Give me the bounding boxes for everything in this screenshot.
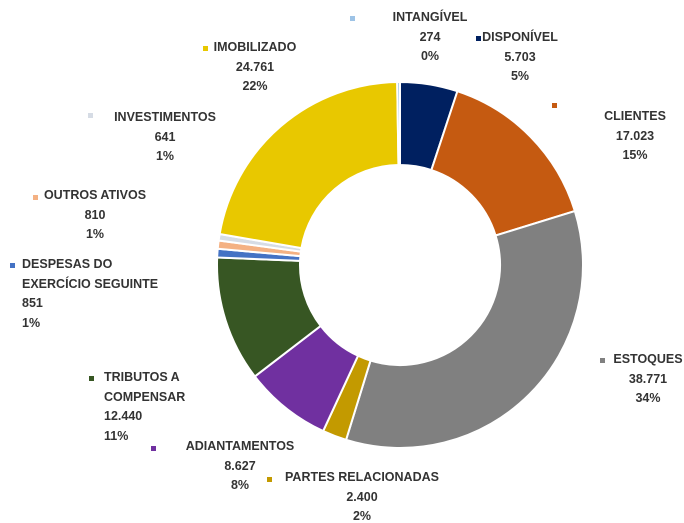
data-label: PARTES RELACIONADAS 2.400 2%	[282, 468, 442, 523]
slice	[430, 89, 577, 237]
data-label: ESTOQUES 38.771 34%	[598, 350, 684, 409]
label-name: PARTES RELACIONADAS	[285, 470, 439, 484]
legend-marker	[88, 113, 93, 118]
label-name: TRIBUTOS A COMPENSAR	[104, 370, 186, 404]
slice	[218, 81, 400, 250]
label-name: OUTROS ATIVOS	[43, 188, 147, 202]
legend-marker	[600, 358, 605, 363]
legend-marker	[33, 195, 38, 200]
data-label: ADIANTAMENTOS 8.627 8%	[170, 437, 310, 496]
data-label: TRIBUTOS A COMPENSAR 12.440 11%	[104, 368, 214, 446]
label-value: 5.703	[504, 49, 536, 64]
label-value: 851	[22, 296, 43, 310]
label-value: 17.023	[615, 128, 655, 143]
data-label: DISPONÍVEL 5.703 5%	[460, 28, 580, 87]
legend-marker	[350, 16, 355, 21]
label-value: 641	[154, 129, 176, 144]
data-label: INTANGÍVEL 274 0%	[370, 8, 490, 67]
label-value: 2.400	[346, 489, 378, 504]
label-name: IMOBILIZADO	[213, 40, 297, 54]
legend-marker	[267, 477, 272, 482]
label-percent: 5%	[510, 69, 530, 83]
label-percent: 34%	[635, 391, 661, 405]
slice	[344, 209, 584, 449]
legend-marker	[203, 46, 208, 51]
label-value: 24.761	[235, 59, 275, 74]
label-percent: 11%	[104, 428, 129, 443]
label-value: 38.771	[628, 371, 668, 386]
label-percent: 1%	[85, 227, 105, 241]
data-label: INVESTIMENTOS 641 1%	[100, 108, 230, 167]
label-percent: 1%	[155, 149, 175, 163]
label-percent: 22%	[242, 79, 268, 93]
label-value: 274	[419, 29, 441, 44]
legend-marker	[552, 103, 557, 108]
label-name: ADIANTAMENTOS	[185, 439, 295, 453]
label-name: DISPONÍVEL	[482, 30, 558, 44]
label-name: INTANGÍVEL	[392, 10, 468, 24]
data-label: DESPESAS DO EXERCÍCIO SEGUINTE 851 1%	[22, 255, 172, 333]
slice	[396, 80, 401, 167]
label-percent: 0%	[420, 49, 440, 63]
label-name: CLIENTES	[604, 109, 666, 123]
label-percent: 8%	[230, 478, 250, 492]
label-percent: 2%	[352, 509, 372, 523]
label-name: INVESTIMENTOS	[114, 110, 216, 124]
legend-marker	[151, 446, 156, 451]
label-value: 12.440	[104, 409, 143, 423]
data-label: CLIENTES 17.023 15%	[580, 107, 684, 166]
legend-marker	[10, 263, 15, 268]
label-value: 810	[84, 207, 106, 222]
data-label: OUTROS ATIVOS 810 1%	[40, 186, 150, 245]
label-value: 8.627	[224, 458, 256, 473]
label-percent: 15%	[622, 148, 648, 162]
label-name: DESPESAS DO EXERCÍCIO SEGUINTE	[22, 257, 159, 291]
label-percent: 1%	[22, 315, 41, 330]
label-name: ESTOQUES	[613, 352, 683, 366]
legend-marker	[476, 36, 481, 41]
legend-marker	[89, 376, 94, 381]
data-label: IMOBILIZADO 24.761 22%	[195, 38, 315, 97]
